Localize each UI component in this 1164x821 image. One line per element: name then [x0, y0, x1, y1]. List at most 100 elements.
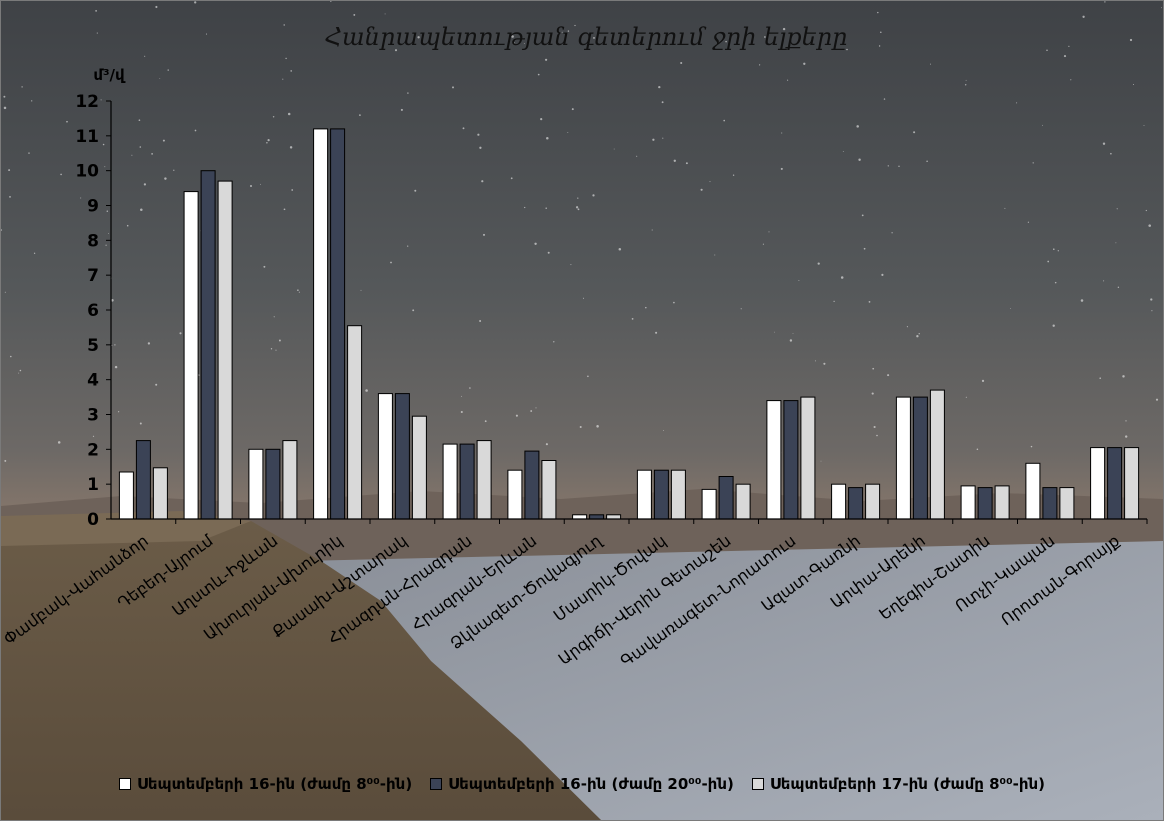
- star: [1125, 420, 1127, 422]
- bar: [200, 170, 216, 520]
- star: [709, 181, 711, 183]
- bar: [217, 180, 233, 520]
- star: [858, 158, 861, 162]
- star: [913, 131, 916, 134]
- star: [285, 57, 287, 60]
- star: [272, 116, 275, 118]
- star: [412, 309, 415, 312]
- star: [1082, 15, 1085, 18]
- star: [18, 372, 20, 374]
- star: [872, 367, 875, 370]
- star: [482, 233, 486, 236]
- y-tick-label: 11: [75, 127, 99, 147]
- bar: [377, 393, 393, 520]
- star: [768, 231, 770, 233]
- bar: [800, 396, 816, 520]
- bar: [394, 393, 410, 520]
- star: [575, 206, 579, 209]
- chart-title: Հանրապետության գետերում ջրի ելքերը: [325, 23, 848, 51]
- star: [8, 169, 11, 172]
- star: [267, 138, 270, 142]
- star: [965, 396, 967, 398]
- star: [510, 177, 513, 180]
- star: [1057, 250, 1059, 252]
- bar: [476, 440, 492, 520]
- star: [673, 301, 675, 304]
- star: [842, 150, 844, 152]
- y-tick-label: 6: [87, 301, 99, 321]
- star: [460, 410, 463, 414]
- bar: [670, 469, 686, 520]
- star: [762, 243, 764, 245]
- legend-item-sep16-evening: Սեպտեմբերի 16-ին (ժամը 20⁰⁰-ին): [430, 775, 734, 793]
- star: [651, 229, 653, 231]
- star: [151, 153, 153, 155]
- star: [1115, 242, 1117, 244]
- star: [652, 138, 655, 141]
- bar: [572, 514, 588, 520]
- star: [155, 383, 158, 386]
- star: [1117, 286, 1120, 288]
- star: [407, 245, 409, 247]
- star: [477, 133, 480, 136]
- star: [273, 316, 275, 318]
- y-tick-label: 9: [87, 197, 99, 217]
- star: [781, 132, 783, 134]
- star: [4, 291, 6, 293]
- star: [732, 174, 735, 176]
- legend-swatch-gray: [751, 778, 764, 790]
- bar: [831, 483, 847, 520]
- star: [561, 31, 563, 33]
- legend-label: Սեպտեմբերի 16-ին (ժամը 8⁰⁰-ին): [136, 775, 413, 793]
- star: [906, 326, 908, 328]
- star: [574, 24, 576, 27]
- star: [1, 229, 3, 231]
- bar: [1042, 487, 1058, 520]
- star: [479, 146, 482, 149]
- star: [384, 13, 386, 15]
- star: [100, 99, 102, 101]
- star: [579, 425, 582, 429]
- star: [4, 459, 7, 462]
- star: [484, 420, 487, 423]
- star: [789, 339, 793, 342]
- star: [266, 141, 268, 144]
- star: [817, 262, 820, 265]
- star: [725, 40, 727, 43]
- star: [111, 299, 114, 302]
- star: [833, 300, 835, 303]
- bar: [589, 514, 605, 520]
- bar: [636, 469, 652, 520]
- bar: [735, 483, 751, 520]
- star: [365, 389, 368, 392]
- star: [856, 125, 859, 128]
- y-tick-label: 1: [87, 475, 99, 495]
- bar: [606, 514, 622, 520]
- star: [1063, 55, 1067, 58]
- star: [887, 374, 890, 377]
- star: [139, 146, 142, 148]
- star: [964, 84, 967, 86]
- star: [114, 365, 118, 369]
- star: [461, 395, 463, 397]
- star: [407, 92, 409, 94]
- y-tick-label: 0: [87, 510, 99, 530]
- star: [876, 434, 878, 437]
- star: [685, 162, 688, 165]
- star: [530, 410, 533, 412]
- star: [417, 36, 420, 39]
- star: [179, 332, 182, 335]
- legend-item-sep16-morning: Սեպտեմբերի 16-ին (ժամը 8⁰⁰-ին): [118, 775, 413, 793]
- star: [891, 232, 893, 234]
- star: [108, 233, 110, 234]
- bar: [330, 128, 346, 520]
- star: [700, 188, 703, 191]
- star: [655, 331, 658, 334]
- bar: [865, 483, 881, 520]
- y-tick-label: 3: [87, 406, 99, 426]
- star: [1116, 208, 1118, 210]
- star: [661, 101, 664, 104]
- bar: [994, 485, 1010, 520]
- bar: [895, 396, 911, 520]
- star: [290, 70, 293, 72]
